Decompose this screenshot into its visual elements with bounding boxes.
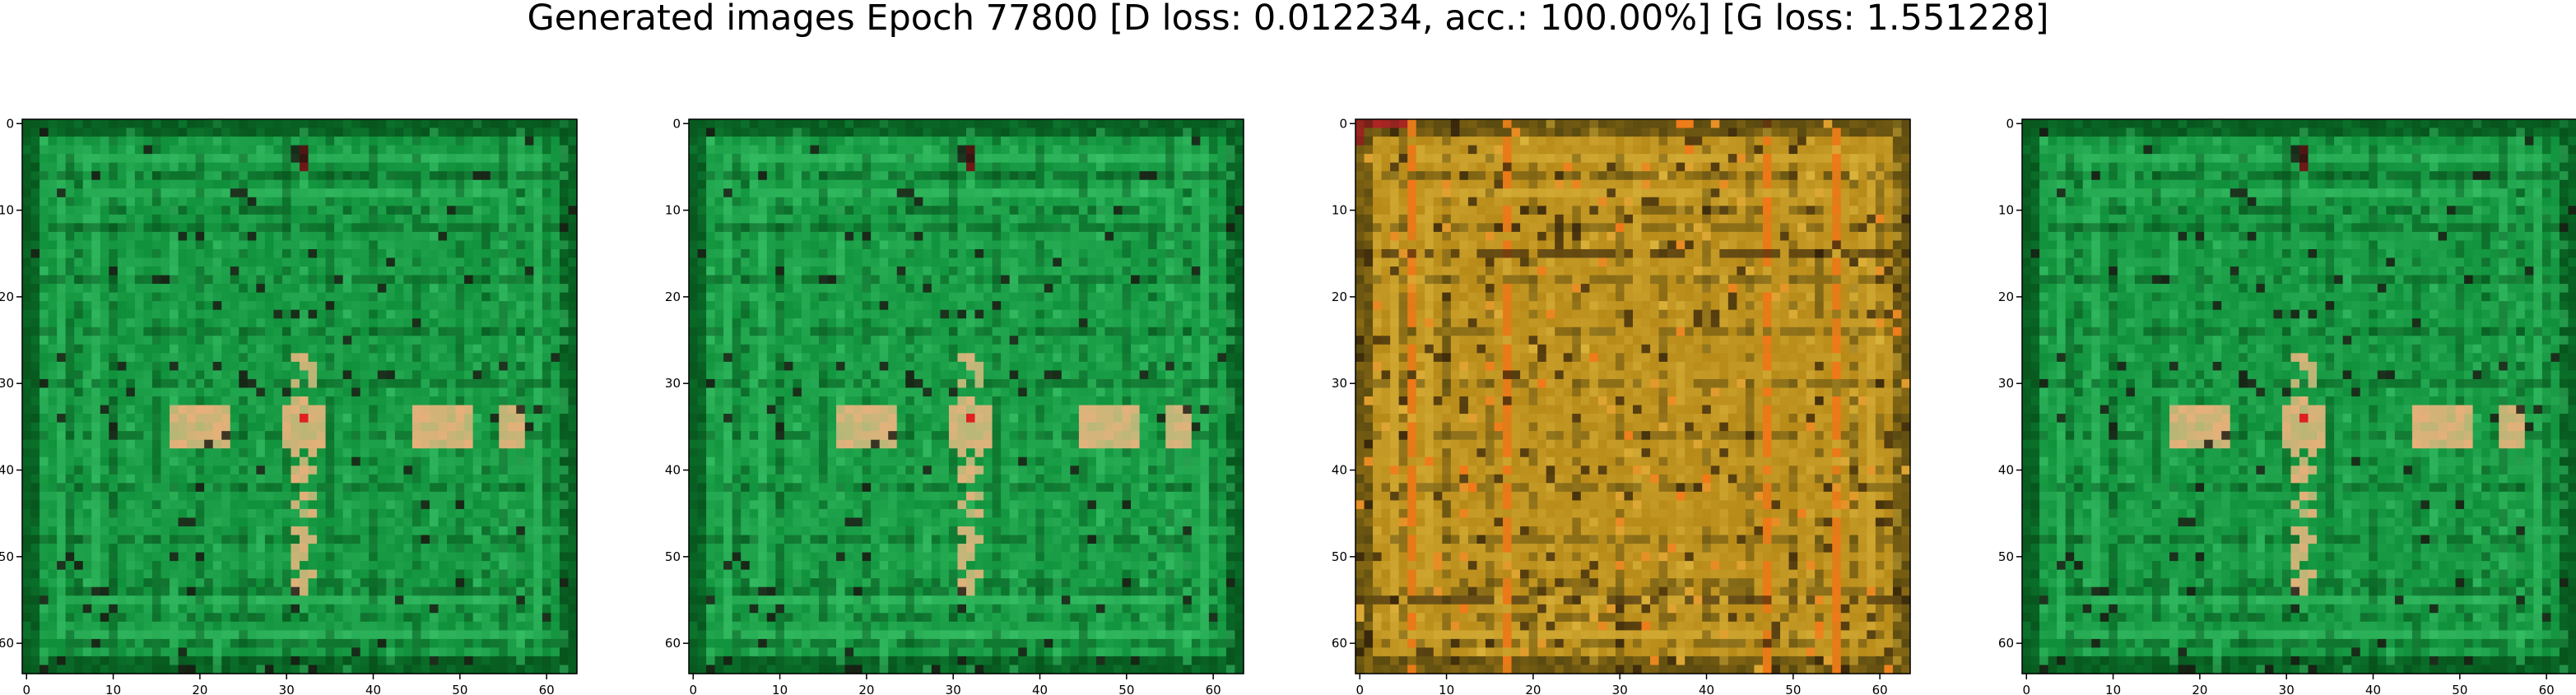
x-tick-label: 10 [2105, 683, 2121, 695]
x-tick-label: 50 [1118, 683, 1134, 695]
axes-frame [1355, 118, 1911, 674]
x-tick-label: 40 [1032, 683, 1048, 695]
x-tick-label: 0 [2022, 683, 2030, 695]
x-tick-label: 40 [365, 683, 381, 695]
x-tick-label: 30 [279, 683, 295, 695]
y-tick-label: 20 [665, 290, 681, 304]
x-tick-label: 30 [2279, 683, 2295, 695]
y-tick-label: 0 [1339, 116, 1347, 131]
generated-image-3 [1355, 119, 1911, 674]
y-tick-label: 40 [1332, 463, 1347, 478]
x-tick-label: 30 [1612, 683, 1628, 695]
y-tick-label: 30 [0, 376, 14, 391]
y-tick-label: 0 [672, 116, 681, 131]
generated-image-2 [689, 119, 1244, 674]
x-tick-label: 60 [539, 683, 555, 695]
y-tick-label: 20 [1332, 290, 1347, 304]
y-tick-label: 10 [665, 203, 681, 218]
y-tick-label: 30 [1332, 376, 1347, 391]
y-tick-label: 10 [0, 203, 14, 218]
x-tick-label: 20 [192, 683, 207, 695]
x-tick-label: 10 [1439, 683, 1454, 695]
y-tick-label: 30 [1998, 376, 2014, 391]
x-tick-label: 20 [858, 683, 874, 695]
y-tick-label: 40 [665, 463, 681, 478]
y-tick-label: 50 [1998, 549, 2014, 564]
axes-frame [2021, 118, 2576, 674]
y-tick-label: 50 [665, 549, 681, 564]
y-tick-label: 60 [1332, 636, 1347, 651]
axes-frame [21, 118, 578, 674]
image-panel-1: 0 0 10 10 20 20 30 30 40 40 50 50 60 60 [0, 116, 578, 695]
image-panel-2: 0 0 10 10 20 20 30 30 40 40 50 50 60 60 [665, 116, 1244, 695]
x-tick-label: 10 [772, 683, 788, 695]
axes-frame [688, 118, 1244, 674]
y-tick-label: 30 [665, 376, 681, 391]
y-tick-label: 40 [1998, 463, 2014, 478]
x-tick-label: 50 [2452, 683, 2467, 695]
y-tick-label: 0 [6, 116, 14, 131]
x-tick-label: 0 [22, 683, 30, 695]
x-tick-label: 30 [946, 683, 961, 695]
x-tick-label: 10 [105, 683, 121, 695]
y-tick-label: 60 [0, 636, 14, 651]
y-tick-label: 10 [1332, 203, 1347, 218]
x-tick-label: 60 [1206, 683, 1221, 695]
x-tick-label: 40 [1699, 683, 1714, 695]
y-tick-label: 20 [0, 290, 14, 304]
x-tick-label: 60 [2539, 683, 2555, 695]
x-tick-label: 0 [1355, 683, 1364, 695]
figure-title: Generated images Epoch 77800 [D loss: 0.… [527, 0, 2049, 39]
x-tick-label: 20 [2192, 683, 2207, 695]
image-panel-3: 0 0 10 10 20 20 30 30 40 40 50 50 60 60 [1332, 116, 1911, 695]
x-tick-label: 0 [689, 683, 697, 695]
image-panel-4: 0 0 10 10 20 20 30 30 40 40 50 50 60 60 [1998, 116, 2576, 695]
y-tick-label: 40 [0, 463, 14, 478]
x-tick-label: 40 [2365, 683, 2381, 695]
x-tick-label: 20 [1525, 683, 1541, 695]
generated-image-1 [22, 119, 578, 674]
generated-image-4 [2022, 119, 2576, 674]
y-tick-label: 0 [2006, 116, 2014, 131]
y-tick-label: 20 [1998, 290, 2014, 304]
x-tick-label: 50 [1785, 683, 1801, 695]
x-tick-label: 50 [452, 683, 467, 695]
y-tick-label: 50 [0, 549, 14, 564]
x-tick-label: 60 [1872, 683, 1888, 695]
y-tick-label: 60 [1998, 636, 2014, 651]
y-tick-label: 50 [1332, 549, 1347, 564]
y-tick-label: 10 [1998, 203, 2014, 218]
y-tick-label: 60 [665, 636, 681, 651]
